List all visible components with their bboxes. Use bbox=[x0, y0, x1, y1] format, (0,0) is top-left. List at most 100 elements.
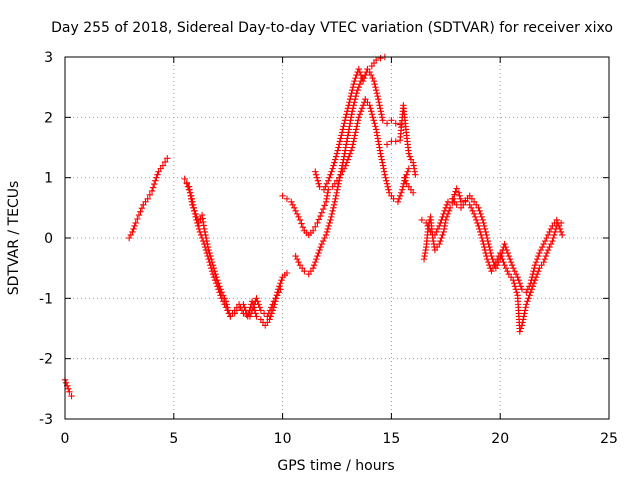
data-point bbox=[343, 159, 350, 166]
data-point bbox=[532, 274, 540, 281]
data-point bbox=[68, 392, 75, 400]
data-point bbox=[334, 147, 341, 154]
data-point bbox=[546, 228, 553, 236]
data-point bbox=[549, 237, 556, 245]
data-point bbox=[519, 319, 526, 326]
data-point bbox=[248, 307, 256, 314]
data-point bbox=[295, 213, 302, 221]
data-point bbox=[383, 177, 390, 184]
data-point bbox=[347, 93, 354, 100]
data-point bbox=[390, 195, 397, 202]
data-point bbox=[320, 186, 328, 193]
data-point bbox=[192, 213, 199, 221]
data-point bbox=[433, 228, 440, 236]
data-point bbox=[436, 222, 443, 230]
data-point bbox=[370, 77, 378, 85]
data-point bbox=[375, 96, 382, 103]
data-point bbox=[351, 77, 358, 85]
data-point bbox=[455, 189, 463, 196]
data-point bbox=[518, 322, 526, 329]
data-point bbox=[526, 292, 533, 299]
data-point bbox=[551, 228, 559, 236]
y-tick-label: -3 bbox=[39, 412, 53, 428]
data-point bbox=[442, 204, 449, 212]
data-point bbox=[332, 153, 340, 160]
data-point bbox=[196, 228, 204, 236]
data-point bbox=[423, 219, 430, 227]
data-point bbox=[531, 277, 539, 284]
y-tick-label: 0 bbox=[44, 231, 53, 247]
data-point bbox=[467, 204, 475, 212]
data-point bbox=[328, 168, 335, 175]
data-point bbox=[372, 83, 379, 91]
data-point bbox=[65, 385, 72, 393]
data-point bbox=[338, 132, 345, 139]
data-point bbox=[148, 187, 156, 195]
data-point bbox=[541, 237, 549, 245]
data-point bbox=[349, 144, 356, 151]
data-point bbox=[537, 246, 545, 254]
data-point bbox=[525, 295, 532, 302]
data-point bbox=[329, 207, 336, 215]
x-tick-label: 25 bbox=[600, 431, 618, 447]
data-point bbox=[215, 286, 222, 293]
data-point bbox=[379, 117, 386, 124]
data-point bbox=[372, 123, 379, 130]
data-point bbox=[313, 174, 321, 181]
data-point bbox=[198, 234, 206, 242]
data-point bbox=[320, 205, 327, 213]
data-point bbox=[471, 213, 479, 221]
data-point bbox=[405, 150, 413, 157]
data-point bbox=[246, 313, 254, 320]
data-point bbox=[378, 156, 385, 163]
data-point bbox=[315, 180, 322, 187]
data-point bbox=[320, 237, 327, 245]
data-point bbox=[264, 313, 271, 320]
data-point bbox=[392, 120, 399, 127]
data-point bbox=[483, 252, 490, 260]
data-point bbox=[161, 158, 169, 166]
data-point bbox=[292, 207, 299, 215]
data-point bbox=[278, 277, 285, 284]
data-point bbox=[476, 207, 483, 215]
data-point bbox=[206, 258, 213, 266]
data-point bbox=[500, 258, 507, 266]
x-tick-label: 0 bbox=[61, 431, 70, 447]
data-point bbox=[402, 177, 409, 184]
data-point bbox=[132, 219, 139, 227]
data-point bbox=[332, 195, 339, 202]
data-point bbox=[352, 74, 359, 82]
data-point bbox=[314, 252, 321, 260]
data-point bbox=[343, 111, 350, 118]
data-point bbox=[334, 186, 341, 193]
y-tick-label: 3 bbox=[44, 50, 53, 66]
data-point bbox=[412, 171, 419, 178]
data-point bbox=[544, 246, 552, 254]
data-point bbox=[369, 74, 376, 82]
data-point bbox=[434, 225, 442, 233]
data-point bbox=[314, 177, 322, 184]
data-point bbox=[221, 301, 228, 308]
data-point bbox=[129, 228, 136, 236]
data-point bbox=[540, 240, 547, 248]
data-point bbox=[341, 120, 348, 127]
data-point bbox=[478, 213, 485, 221]
data-point bbox=[333, 189, 340, 196]
data-point bbox=[473, 216, 480, 224]
data-point bbox=[406, 153, 414, 160]
data-point bbox=[506, 255, 514, 263]
data-point bbox=[504, 249, 512, 257]
data-point bbox=[354, 117, 362, 124]
data-point bbox=[202, 246, 210, 254]
data-point bbox=[453, 185, 460, 192]
data-point bbox=[384, 183, 391, 190]
data-point bbox=[312, 171, 320, 178]
data-point bbox=[322, 231, 330, 239]
data-point bbox=[310, 261, 318, 269]
data-point bbox=[347, 147, 355, 154]
data-point bbox=[372, 56, 380, 64]
data-point bbox=[317, 243, 324, 251]
data-point bbox=[553, 216, 560, 224]
data-point bbox=[557, 228, 565, 236]
